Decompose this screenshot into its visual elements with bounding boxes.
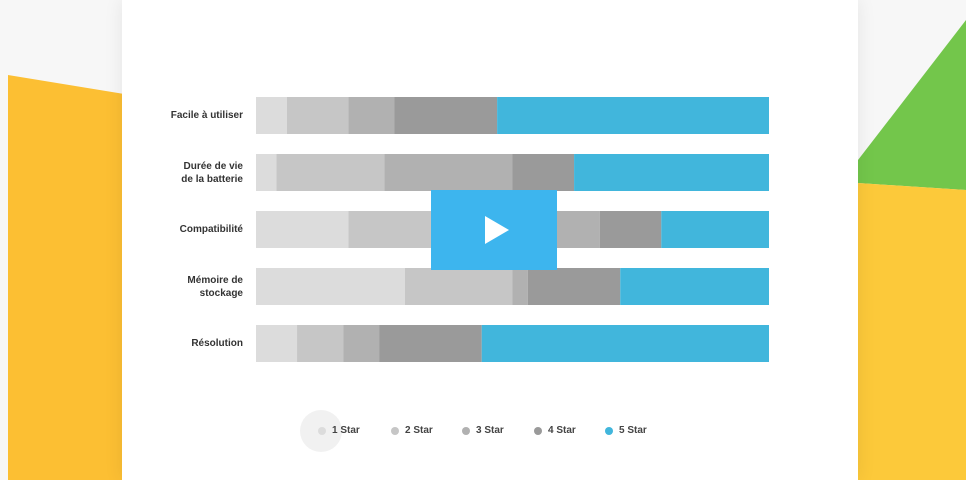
bar-segment — [661, 211, 769, 248]
bar-segment — [481, 325, 769, 362]
bar-segment — [497, 97, 769, 134]
bar-segment — [527, 268, 621, 305]
category-labels: Facile à utiliser Durée de vie de la batt… — [122, 0, 243, 480]
bar-segment — [348, 97, 395, 134]
category-label: Mémoire de stockage — [187, 274, 243, 299]
category-label: Facile à utiliser — [170, 110, 243, 121]
yellow-shape — [858, 183, 966, 480]
bar-segment — [256, 154, 277, 191]
bar-segment — [256, 97, 287, 134]
legend-label: 1 Star — [332, 425, 360, 436]
play-icon — [485, 216, 509, 244]
bar-segment — [620, 268, 769, 305]
bar-segment — [297, 325, 344, 362]
legend-label: 5 Star — [619, 425, 647, 436]
legend-item: 3 Star — [462, 424, 504, 438]
legend-marker — [605, 427, 613, 435]
play-button[interactable] — [431, 190, 557, 270]
category-label: Compatibilité — [179, 224, 243, 235]
bar-segment — [404, 268, 513, 305]
bar-segment — [599, 211, 662, 248]
green-shape — [858, 20, 966, 190]
category-label: Durée de vie de la batterie — [181, 160, 243, 185]
legend-marker — [318, 427, 326, 435]
bar-segment — [276, 154, 385, 191]
bar-segment — [512, 154, 575, 191]
bar-segment — [256, 325, 298, 362]
legend-label: 3 Star — [476, 425, 504, 436]
legend-label: 2 Star — [405, 425, 433, 436]
legend-item: 2 Star — [391, 424, 433, 438]
legend-marker — [534, 427, 542, 435]
bar-segment — [574, 154, 769, 191]
bar-segment — [286, 97, 349, 134]
bar-segment — [256, 268, 405, 305]
bar-segment — [256, 211, 349, 248]
legend-item: 5 Star — [605, 424, 647, 438]
category-label: Résolution — [191, 338, 243, 349]
bar-segment — [343, 325, 380, 362]
yellow-shape — [8, 75, 130, 480]
legend-item: 4 Star — [534, 424, 576, 438]
legend-marker — [462, 427, 470, 435]
legend-marker — [391, 427, 399, 435]
legend-label: 4 Star — [548, 425, 576, 436]
bar-segment — [384, 154, 513, 191]
bar-segment — [379, 325, 482, 362]
legend-item: 1 Star — [318, 424, 360, 438]
bar-segment — [512, 268, 528, 305]
bar-segment — [394, 97, 498, 134]
